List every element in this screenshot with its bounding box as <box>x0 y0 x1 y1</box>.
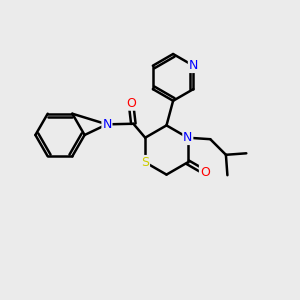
Text: N: N <box>102 118 112 131</box>
Text: N: N <box>183 131 193 144</box>
Text: N: N <box>189 59 198 72</box>
Text: S: S <box>141 156 149 169</box>
Text: O: O <box>126 97 136 110</box>
Text: O: O <box>200 166 210 178</box>
